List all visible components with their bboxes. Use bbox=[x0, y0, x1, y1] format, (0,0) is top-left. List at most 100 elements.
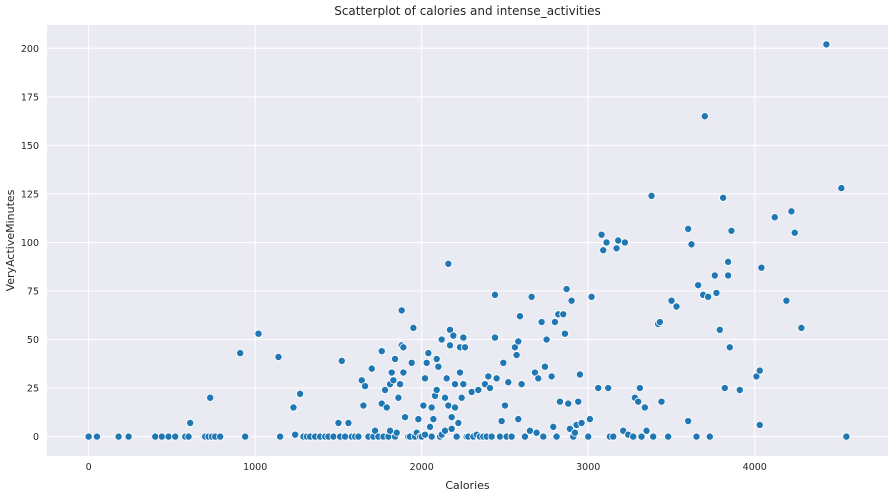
data-point bbox=[629, 432, 638, 441]
data-point bbox=[437, 335, 446, 344]
data-point bbox=[532, 428, 541, 437]
data-point bbox=[444, 259, 453, 268]
data-point bbox=[446, 341, 455, 350]
data-point bbox=[427, 432, 436, 441]
data-point bbox=[500, 401, 509, 410]
data-point bbox=[296, 389, 305, 398]
data-point bbox=[429, 415, 438, 424]
data-point bbox=[474, 385, 483, 394]
x-tick-label: 2000 bbox=[410, 462, 434, 473]
data-point bbox=[787, 207, 796, 216]
data-point bbox=[396, 380, 405, 389]
x-tick-label: 0 bbox=[86, 462, 92, 473]
data-point bbox=[594, 384, 603, 393]
data-point bbox=[517, 380, 526, 389]
data-point bbox=[649, 432, 658, 441]
data-points bbox=[84, 40, 851, 441]
data-point bbox=[507, 432, 516, 441]
data-point bbox=[422, 358, 431, 367]
data-point bbox=[540, 362, 549, 371]
data-point bbox=[542, 335, 551, 344]
data-point bbox=[359, 401, 368, 410]
chart-title: Scatterplot of calories and intense_acti… bbox=[334, 4, 601, 18]
data-point bbox=[449, 331, 458, 340]
data-point bbox=[441, 426, 450, 435]
data-point bbox=[597, 230, 606, 239]
data-point bbox=[124, 432, 133, 441]
data-point bbox=[186, 418, 195, 427]
data-point bbox=[719, 193, 728, 202]
data-point bbox=[487, 432, 496, 441]
data-point bbox=[92, 432, 101, 441]
data-point bbox=[724, 271, 733, 280]
data-point bbox=[705, 432, 714, 441]
data-point bbox=[515, 312, 524, 321]
data-point bbox=[382, 403, 391, 412]
data-point bbox=[485, 384, 494, 393]
data-point bbox=[459, 380, 468, 389]
data-point bbox=[157, 432, 166, 441]
data-point bbox=[447, 413, 456, 422]
data-point bbox=[609, 432, 618, 441]
data-point bbox=[444, 401, 453, 410]
data-point bbox=[432, 385, 441, 394]
data-point bbox=[672, 302, 681, 311]
data-point bbox=[520, 432, 529, 441]
data-point bbox=[570, 428, 579, 437]
data-point bbox=[504, 378, 513, 387]
data-point bbox=[389, 376, 398, 385]
data-point bbox=[357, 376, 366, 385]
grid-lines bbox=[47, 25, 888, 456]
data-point bbox=[527, 292, 536, 301]
data-point bbox=[454, 418, 463, 427]
data-point bbox=[647, 191, 656, 200]
data-point bbox=[391, 354, 400, 363]
data-point bbox=[550, 318, 559, 327]
data-point bbox=[371, 426, 380, 435]
data-point bbox=[484, 372, 493, 381]
data-point bbox=[539, 432, 548, 441]
y-tick-label: 175 bbox=[21, 92, 39, 103]
data-point bbox=[446, 325, 455, 334]
data-point bbox=[392, 428, 401, 437]
data-point bbox=[704, 292, 713, 301]
data-point bbox=[715, 325, 724, 334]
data-point bbox=[657, 397, 666, 406]
data-point bbox=[837, 184, 846, 193]
data-point bbox=[604, 384, 613, 393]
x-axis-label: Calories bbox=[445, 479, 490, 492]
data-point bbox=[451, 403, 460, 412]
data-point bbox=[387, 368, 396, 377]
data-point bbox=[289, 403, 298, 412]
data-point bbox=[757, 263, 766, 272]
data-point bbox=[184, 432, 193, 441]
data-point bbox=[337, 356, 346, 365]
data-point bbox=[424, 349, 433, 358]
data-point bbox=[755, 420, 764, 429]
data-point bbox=[421, 430, 430, 439]
data-point bbox=[442, 374, 451, 383]
data-point bbox=[367, 364, 376, 373]
data-point bbox=[341, 432, 350, 441]
data-point bbox=[397, 306, 406, 315]
data-point bbox=[684, 224, 693, 233]
data-point bbox=[667, 296, 676, 305]
data-point bbox=[782, 296, 791, 305]
data-point bbox=[559, 310, 568, 319]
y-tick-label: 200 bbox=[21, 44, 39, 55]
y-tick-label: 75 bbox=[27, 286, 39, 297]
y-tick-label: 100 bbox=[21, 238, 39, 249]
data-point bbox=[694, 281, 703, 290]
data-point bbox=[514, 337, 523, 346]
data-point bbox=[427, 403, 436, 412]
data-point bbox=[525, 426, 534, 435]
data-point bbox=[562, 285, 571, 294]
data-point bbox=[399, 343, 408, 352]
data-point bbox=[499, 358, 508, 367]
data-point bbox=[467, 387, 476, 396]
y-tick-label: 0 bbox=[33, 432, 39, 443]
data-point bbox=[635, 384, 644, 393]
y-tick-label: 25 bbox=[27, 384, 39, 395]
